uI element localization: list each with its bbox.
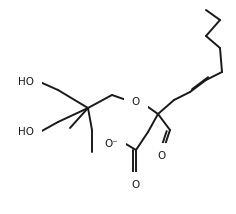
Text: O⁻: O⁻	[104, 139, 118, 149]
Text: O: O	[132, 97, 140, 107]
Text: HO: HO	[18, 77, 34, 87]
Text: HO: HO	[18, 127, 34, 137]
Text: O: O	[158, 151, 166, 161]
Text: O: O	[132, 180, 140, 190]
